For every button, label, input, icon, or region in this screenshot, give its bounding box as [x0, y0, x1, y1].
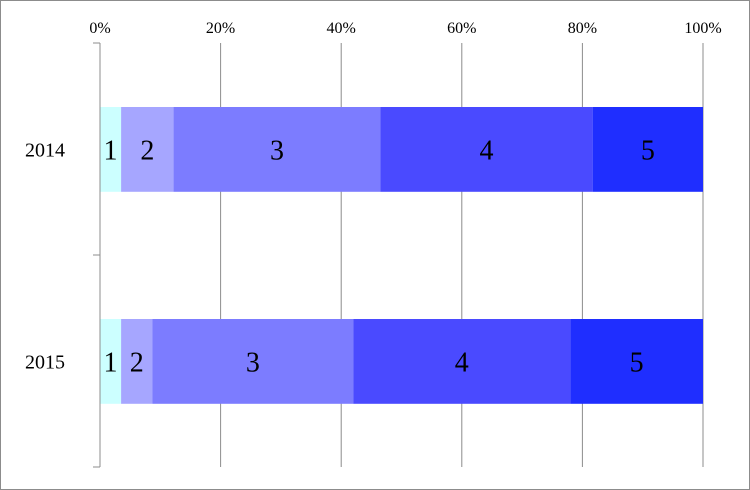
- bar-segment: [121, 107, 174, 192]
- bar-segment-label: 2: [130, 347, 144, 378]
- bar-segment-label: 4: [480, 135, 494, 166]
- bar-segment-label: 1: [104, 135, 118, 166]
- x-tick-label: 40%: [327, 20, 356, 37]
- bar-segment: [100, 319, 122, 404]
- bar-segment: [173, 107, 381, 192]
- bar-segment: [570, 319, 703, 404]
- x-tick-label: 20%: [206, 20, 235, 37]
- bar-segment: [152, 319, 354, 404]
- bar-segment: [592, 107, 703, 192]
- bar-segment-label: 3: [246, 347, 260, 378]
- bar-segment-label: 2: [140, 135, 154, 166]
- bar-segment-label: 5: [630, 347, 644, 378]
- category-axis: [93, 42, 101, 468]
- bar-segment-label: 3: [270, 135, 284, 166]
- bar-segment-label: 4: [455, 347, 469, 378]
- category-label: 2014: [25, 139, 65, 161]
- category-label: 2015: [25, 351, 65, 373]
- bar-segment: [353, 319, 571, 404]
- x-tick-label: 60%: [447, 20, 476, 37]
- x-tick-label: 80%: [568, 20, 597, 37]
- bar-segment: [380, 107, 593, 192]
- bar-segment: [100, 107, 122, 192]
- bar-segment-label: 1: [104, 347, 118, 378]
- x-tick-labels: 0% 20% 40% 60% 80% 100%: [89, 20, 721, 37]
- x-tick-label: 100%: [684, 20, 721, 37]
- x-tick-label: 0%: [89, 20, 110, 37]
- bar-segment-label: 5: [641, 135, 655, 166]
- bar-segment: [121, 319, 153, 404]
- category-labels: 2014 2015: [25, 139, 65, 373]
- bars: 1 2 3 4 51 2 3 4 5: [100, 107, 703, 404]
